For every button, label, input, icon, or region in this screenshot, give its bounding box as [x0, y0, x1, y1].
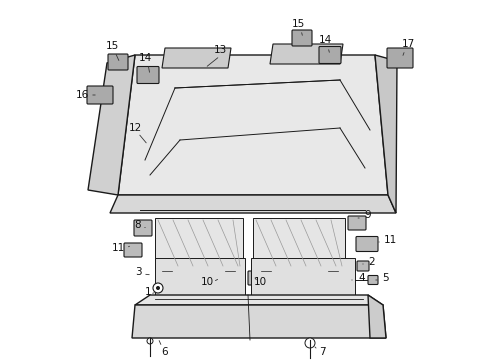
Polygon shape: [118, 55, 388, 195]
Text: 7: 7: [318, 347, 325, 357]
Text: 13: 13: [213, 45, 227, 55]
FancyBboxPatch shape: [292, 30, 312, 46]
Polygon shape: [162, 48, 231, 68]
Text: 15: 15: [105, 41, 119, 51]
Bar: [223, 266, 237, 276]
Text: 14: 14: [138, 53, 151, 63]
Polygon shape: [368, 295, 386, 338]
Text: 3: 3: [135, 267, 141, 277]
Text: 14: 14: [318, 35, 332, 45]
Text: 17: 17: [401, 39, 415, 49]
Text: 1: 1: [145, 287, 151, 297]
FancyBboxPatch shape: [387, 48, 413, 68]
Circle shape: [305, 338, 315, 348]
Polygon shape: [251, 258, 355, 300]
Text: 15: 15: [292, 19, 305, 29]
Text: 5: 5: [382, 273, 388, 283]
Polygon shape: [135, 295, 383, 305]
Text: 11: 11: [111, 243, 124, 253]
Circle shape: [153, 283, 163, 293]
Circle shape: [147, 338, 153, 344]
FancyBboxPatch shape: [319, 46, 341, 63]
Text: 10: 10: [253, 277, 267, 287]
FancyBboxPatch shape: [348, 216, 366, 230]
Text: 9: 9: [365, 210, 371, 220]
FancyBboxPatch shape: [210, 271, 230, 285]
Text: 10: 10: [200, 277, 214, 287]
Bar: [259, 266, 273, 276]
Text: 6: 6: [162, 347, 168, 357]
Bar: [160, 266, 174, 276]
Text: 4: 4: [359, 273, 366, 283]
FancyBboxPatch shape: [87, 86, 113, 104]
FancyBboxPatch shape: [357, 261, 369, 271]
FancyBboxPatch shape: [134, 220, 152, 236]
Polygon shape: [155, 218, 243, 268]
Circle shape: [156, 286, 160, 290]
Polygon shape: [155, 258, 245, 300]
FancyBboxPatch shape: [108, 54, 128, 70]
Text: 12: 12: [128, 123, 142, 133]
Polygon shape: [375, 55, 397, 213]
FancyBboxPatch shape: [137, 67, 159, 84]
Text: 2: 2: [368, 257, 375, 267]
Polygon shape: [110, 195, 396, 213]
Text: 8: 8: [135, 220, 141, 230]
Text: 11: 11: [383, 235, 396, 245]
FancyBboxPatch shape: [124, 243, 142, 257]
Text: 16: 16: [75, 90, 89, 100]
Bar: [326, 266, 340, 276]
Polygon shape: [270, 44, 343, 64]
FancyBboxPatch shape: [368, 275, 378, 284]
Polygon shape: [132, 305, 386, 338]
Polygon shape: [253, 218, 345, 268]
FancyBboxPatch shape: [356, 237, 378, 252]
Polygon shape: [88, 55, 135, 195]
FancyBboxPatch shape: [248, 271, 268, 285]
